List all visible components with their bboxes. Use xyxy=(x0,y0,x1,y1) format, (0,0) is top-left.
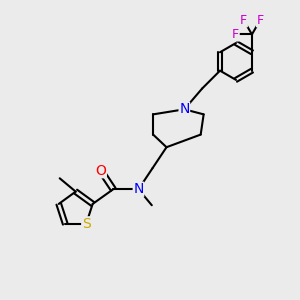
Text: O: O xyxy=(95,164,106,178)
Text: F: F xyxy=(232,28,239,41)
Text: F: F xyxy=(240,14,247,27)
Text: N: N xyxy=(179,102,190,116)
Text: S: S xyxy=(82,217,91,231)
Text: F: F xyxy=(256,14,264,27)
Text: N: N xyxy=(133,182,144,196)
